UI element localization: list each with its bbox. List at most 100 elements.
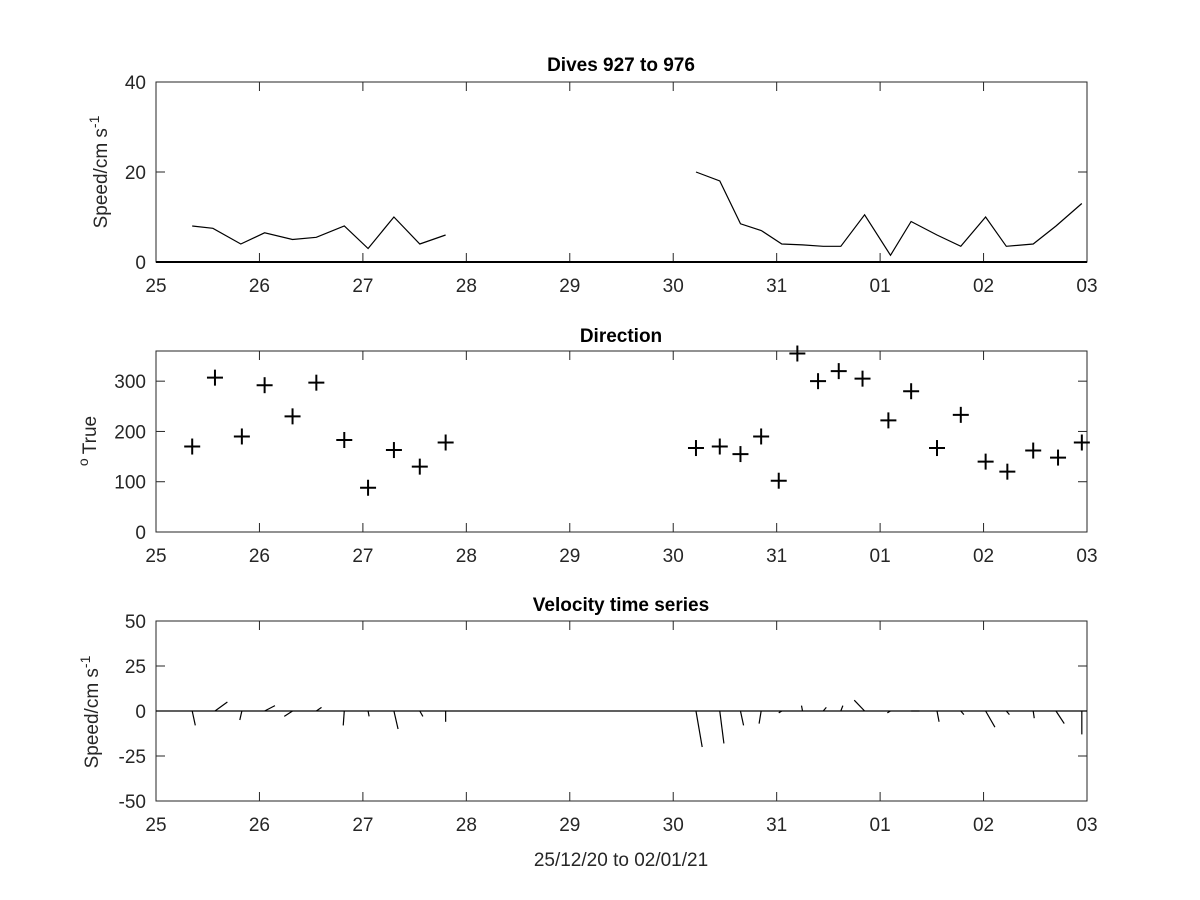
velocity-panel: Velocity time series Speed/cm s-1 25 26 27… xyxy=(77,595,1098,836)
x-axis-label: 25/12/20 to 02/01/21 xyxy=(534,850,708,871)
velocity-x-tick-label: 30 xyxy=(663,815,684,836)
direction-point xyxy=(1073,434,1090,451)
speed-x-tick-label: 29 xyxy=(559,276,580,297)
direction-panel: Direction oTrue 25 26 27 28 29 30 31 01 02 03 0 100… xyxy=(75,326,1098,567)
speed-y-tick-label: 0 xyxy=(135,253,146,274)
speed-axes-box xyxy=(155,81,1088,263)
velocity-panel-ylabel: Speed/cm s-1 xyxy=(77,655,103,768)
direction-panel-title: Direction xyxy=(580,326,662,347)
direction-point xyxy=(256,377,273,394)
speed-x-tick-label: 01 xyxy=(870,276,891,297)
speed-x-tick-label: 02 xyxy=(973,276,994,297)
speed-x-tick-label: 27 xyxy=(352,276,373,297)
direction-point xyxy=(999,463,1016,480)
direction-y-tick-label: 100 xyxy=(114,473,146,494)
direction-y-tick-label: 0 xyxy=(135,523,146,544)
direction-axes-box xyxy=(155,350,1088,533)
speed-x-tick-label: 30 xyxy=(663,276,684,297)
velocity-stick xyxy=(393,710,399,730)
velocity-stick xyxy=(264,705,276,712)
velocity-x-tick-label: 26 xyxy=(249,815,270,836)
velocity-stick xyxy=(778,710,783,714)
direction-point xyxy=(687,440,704,457)
direction-point xyxy=(880,412,897,429)
speed-panel-ylabel-superscript: -1 xyxy=(86,115,102,128)
direction-x-tick-label: 26 xyxy=(249,546,270,567)
direction-y-tick-label: 200 xyxy=(114,422,146,443)
velocity-x-tick-label: 01 xyxy=(870,815,891,836)
velocity-stick xyxy=(853,699,866,712)
velocity-stick xyxy=(367,710,370,717)
velocity-stick xyxy=(936,710,940,722)
direction-point xyxy=(385,442,402,459)
speed-series-line xyxy=(192,216,446,250)
direction-point xyxy=(411,458,428,475)
velocity-stick xyxy=(960,710,965,715)
direction-point xyxy=(770,472,787,489)
velocity-stick xyxy=(840,705,844,712)
speed-series-line xyxy=(695,171,1083,257)
velocity-stick xyxy=(695,710,703,748)
direction-point xyxy=(952,406,969,423)
direction-x-tick-label: 31 xyxy=(766,546,787,567)
speed-panel-ylabel: Speed/cm s-1 xyxy=(86,115,112,228)
direction-point xyxy=(903,383,920,400)
direction-x-tick-label: 27 xyxy=(352,546,373,567)
direction-point xyxy=(1025,442,1042,459)
direction-x-tick-label: 25 xyxy=(145,546,166,567)
velocity-stick xyxy=(342,710,345,726)
velocity-y-tick-label: -25 xyxy=(119,747,146,768)
velocity-stick xyxy=(283,710,293,717)
velocity-stick xyxy=(1055,710,1065,724)
velocity-stick xyxy=(719,710,725,744)
direction-panel-ylabel: oTrue xyxy=(75,416,101,466)
velocity-y-tick-label: 0 xyxy=(135,702,146,723)
velocity-x-tick-label: 29 xyxy=(559,815,580,836)
direction-x-tick-label: 28 xyxy=(456,546,477,567)
speed-x-tick-label: 28 xyxy=(456,276,477,297)
direction-point xyxy=(233,428,250,445)
direction-point xyxy=(360,479,377,496)
direction-point xyxy=(977,453,994,470)
direction-point xyxy=(184,438,201,455)
direction-y-tick-label: 300 xyxy=(114,372,146,393)
direction-x-tick-label: 29 xyxy=(559,546,580,567)
direction-point xyxy=(284,408,301,425)
velocity-panel-ylabel-superscript: -1 xyxy=(77,655,93,668)
direction-x-tick-label: 01 xyxy=(870,546,891,567)
velocity-stick xyxy=(315,706,322,712)
velocity-stick xyxy=(1005,710,1010,715)
velocity-stick xyxy=(822,707,827,712)
speed-panel: Dives 927 to 976 Speed/cm s-1 25 26 27 28 29… xyxy=(86,55,1098,297)
speed-x-tick-label: 26 xyxy=(249,276,270,297)
velocity-x-tick-label: 02 xyxy=(973,815,994,836)
velocity-stick xyxy=(985,710,996,728)
direction-point xyxy=(830,363,847,380)
velocity-stick xyxy=(214,701,228,712)
velocity-stick xyxy=(758,710,762,724)
direction-x-tick-label: 03 xyxy=(1076,546,1097,567)
direction-point xyxy=(732,446,749,463)
velocity-x-tick-label: 03 xyxy=(1076,815,1097,836)
direction-point xyxy=(1050,449,1067,466)
speed-x-tick-label: 03 xyxy=(1076,276,1097,297)
velocity-panel-title: Velocity time series xyxy=(533,595,709,616)
direction-point xyxy=(789,345,806,362)
direction-x-tick-label: 30 xyxy=(663,546,684,567)
direction-point xyxy=(308,374,325,391)
speed-y-tick-label: 40 xyxy=(125,73,146,94)
direction-point xyxy=(753,428,770,445)
velocity-y-tick-label: -50 xyxy=(119,792,146,813)
velocity-stick xyxy=(800,705,804,712)
direction-x-tick-label: 02 xyxy=(973,546,994,567)
velocity-x-tick-label: 28 xyxy=(456,815,477,836)
velocity-stick xyxy=(419,710,424,717)
direction-point xyxy=(929,440,946,457)
velocity-stick xyxy=(1032,710,1035,719)
velocity-x-tick-label: 31 xyxy=(766,815,787,836)
velocity-stick xyxy=(239,710,243,721)
velocity-y-tick-label: 50 xyxy=(125,612,146,633)
velocity-stick xyxy=(739,710,745,726)
direction-panel-ylabel-degree: o xyxy=(75,458,91,466)
